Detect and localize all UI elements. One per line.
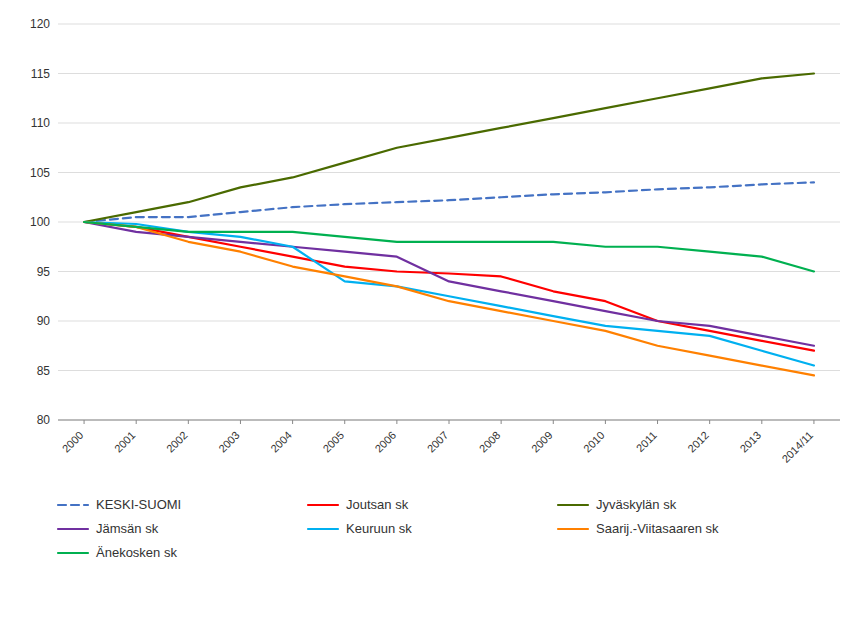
- x-tick: [657, 420, 658, 424]
- x-tick: [344, 420, 345, 424]
- x-tick-label: 2010: [581, 429, 607, 455]
- x-tick: [84, 420, 85, 424]
- x-tick: [605, 420, 606, 424]
- legend: KESKI-SUOMI Joutsan sk Jyväskylän sk Jämsän…: [58, 497, 719, 560]
- y-tick-label: 105: [30, 166, 50, 180]
- x-tick-label: 2002: [164, 429, 190, 455]
- grid-line: [58, 321, 840, 322]
- legend-swatch: [58, 528, 88, 530]
- grid-line: [58, 271, 840, 272]
- series-line: [84, 222, 814, 346]
- x-tick-label: 2005: [320, 429, 346, 455]
- x-tick: [709, 420, 710, 424]
- x-tick: [188, 420, 189, 424]
- series-line: [84, 222, 814, 351]
- legend-label: KESKI-SUOMI: [96, 497, 181, 512]
- legend-label: Saarij.-Viitasaaren sk: [596, 521, 719, 536]
- legend-label: Joutsan sk: [346, 497, 409, 512]
- series-line: [84, 222, 814, 272]
- x-tick-label: 2012: [685, 429, 711, 455]
- y-tick-label: 85: [37, 364, 51, 378]
- x-tick: [240, 420, 241, 424]
- series-line: [84, 222, 814, 375]
- legend-label: Jyväskylän sk: [596, 497, 677, 512]
- series-line: [84, 182, 814, 222]
- x-tick-label: 2009: [529, 429, 555, 455]
- y-tick-labels: 80 85 90 95 100 105 110 115 120: [30, 17, 50, 427]
- y-tick-label: 100: [30, 215, 50, 229]
- x-tick: [396, 420, 397, 424]
- x-tick: [761, 420, 762, 424]
- chart: 8085909510010511011512020002001200220032…: [0, 0, 864, 629]
- y-tick-label: 110: [31, 116, 50, 130]
- lines: [84, 74, 814, 376]
- legend-label: Jämsän sk: [96, 521, 159, 536]
- legend-label: Änekosken sk: [96, 545, 177, 560]
- x-tick: [449, 420, 450, 424]
- x-tick-label: 2011: [634, 429, 659, 454]
- y-tick-label: 80: [37, 413, 51, 427]
- x-tick-label: 2013: [737, 429, 763, 455]
- legend-swatch: [308, 504, 338, 506]
- x-tick-label: 2001: [112, 429, 138, 455]
- x-tick-label: 2014/11: [779, 429, 815, 465]
- y-tick-label: 95: [37, 265, 51, 279]
- y-tick-label: 90: [37, 314, 51, 328]
- x-tick-label: 2000: [60, 429, 86, 455]
- legend-swatch: [58, 552, 88, 554]
- grid-line: [58, 73, 840, 74]
- y-tick-label: 115: [31, 67, 50, 81]
- x-tick-label: 2006: [372, 429, 398, 455]
- x-tick-label: 2008: [477, 429, 503, 455]
- legend-swatch: [558, 528, 588, 530]
- legend-swatch: [58, 504, 88, 506]
- grid-line: [58, 222, 840, 223]
- grid-line: [58, 370, 840, 371]
- grid-line: [58, 123, 840, 124]
- legend-label: Keuruun sk: [346, 521, 412, 536]
- x-tick: [813, 420, 814, 424]
- x-tick-labels: 2000 2001 2002 2003 2004 2005 2006 2007 2008 2009…: [60, 420, 816, 465]
- x-tick: [501, 420, 502, 424]
- legend-swatch: [558, 504, 588, 506]
- x-tick-label: 2003: [216, 429, 242, 455]
- x-tick: [292, 420, 293, 424]
- grid-line: [58, 172, 840, 173]
- x-tick-label: 2007: [425, 429, 451, 455]
- y-tick-label: 120: [30, 17, 50, 31]
- legend-swatch: [308, 528, 338, 530]
- x-tick: [136, 420, 137, 424]
- x-tick-label: 2004: [268, 429, 294, 455]
- y-grid: [58, 24, 840, 420]
- series-line: [84, 74, 814, 223]
- x-tick: [553, 420, 554, 424]
- grid-line: [58, 24, 840, 25]
